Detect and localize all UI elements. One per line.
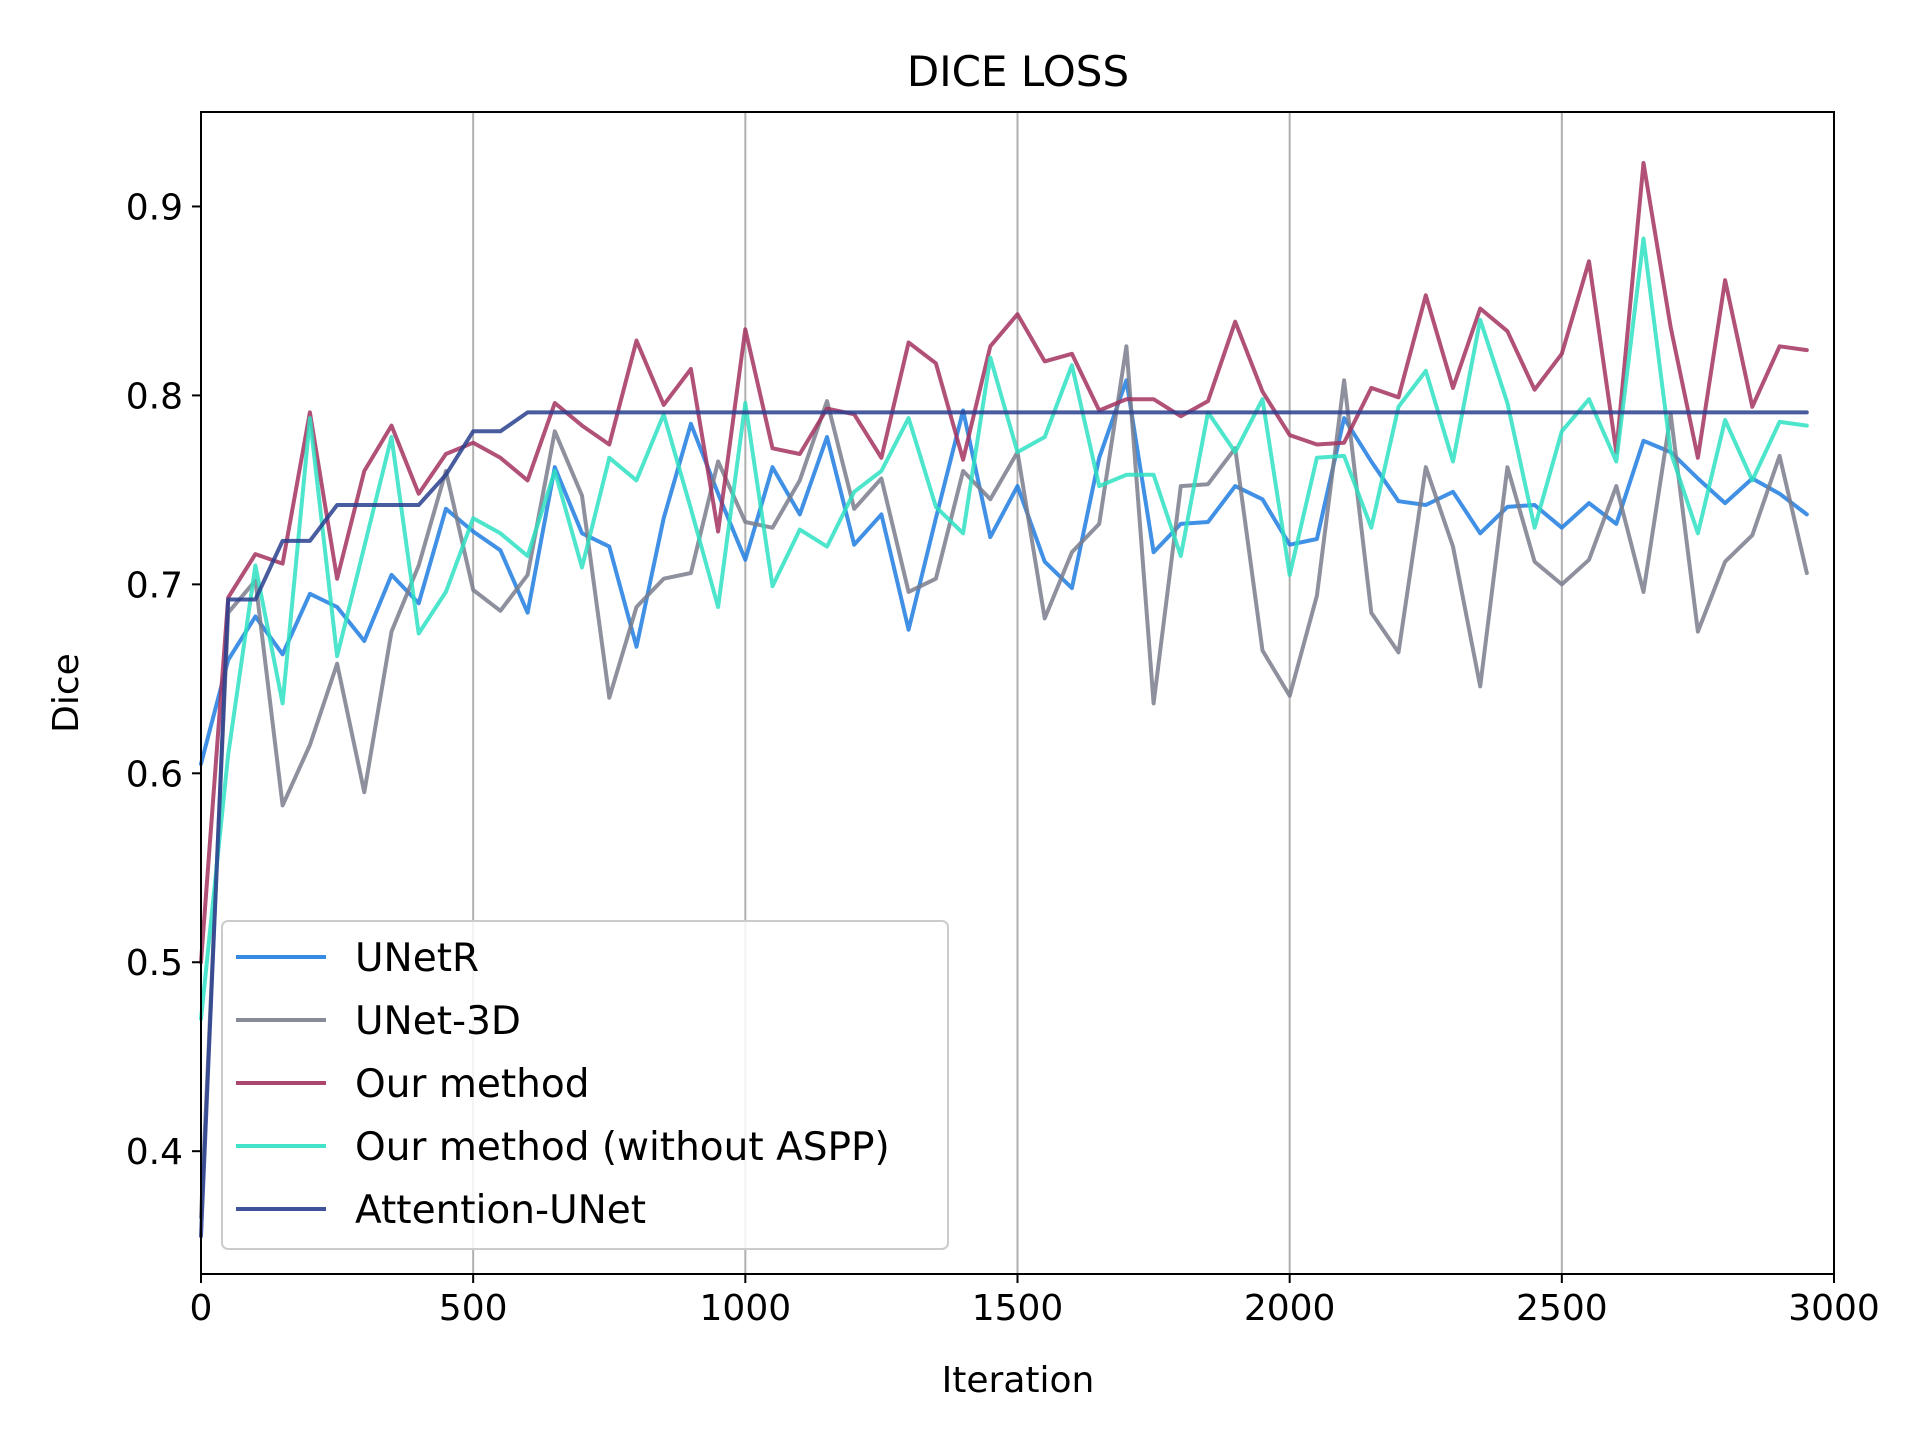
- x-tick-label: 1000: [700, 1288, 792, 1329]
- legend: UNetR UNet-3D Our method Our method (withou…: [221, 920, 949, 1250]
- y-axis-label: Dice: [46, 653, 87, 733]
- x-tick-label: 2500: [1516, 1288, 1608, 1329]
- legend-label-attention-unet: Attention-UNet: [355, 1188, 646, 1233]
- legend-label-unetr: UNetR: [355, 936, 479, 981]
- x-axis-ticks: 0 500 1000 1500 2000 2500 3000: [190, 1274, 1880, 1329]
- x-tick-label: 3000: [1788, 1288, 1880, 1329]
- y-tick-label: 0.7: [126, 565, 183, 606]
- y-tick-label: 0.9: [126, 187, 183, 228]
- y-tick-label: 0.8: [126, 376, 183, 417]
- series-line-unet-3d: [199, 344, 1809, 1220]
- x-axis-label: Iteration: [942, 1360, 1095, 1401]
- plot-series: [199, 161, 1809, 1239]
- series-line-our-method-without-aspp: [199, 236, 1809, 1021]
- legend-label-unet-3d: UNet-3D: [355, 999, 521, 1044]
- legend-label-our-method: Our method: [355, 1062, 589, 1107]
- y-tick-label: 0.4: [126, 1132, 183, 1173]
- x-tick-label: 0: [190, 1288, 213, 1329]
- y-tick-label: 0.6: [126, 754, 183, 795]
- y-tick-label: 0.5: [126, 943, 183, 984]
- legend-label-our-method-without-aspp: Our method (without ASPP): [355, 1125, 890, 1170]
- x-tick-label: 1500: [972, 1288, 1064, 1329]
- x-tick-label: 500: [439, 1288, 508, 1329]
- series-line-our-method: [199, 161, 1809, 965]
- series-line-attention-unet: [199, 410, 1809, 1239]
- legend-box: [221, 920, 949, 1250]
- chart-title: DICE LOSS: [907, 47, 1129, 96]
- x-tick-label: 2000: [1244, 1288, 1336, 1329]
- y-axis-ticks: 0.4 0.5 0.6 0.7 0.8 0.9: [126, 187, 201, 1173]
